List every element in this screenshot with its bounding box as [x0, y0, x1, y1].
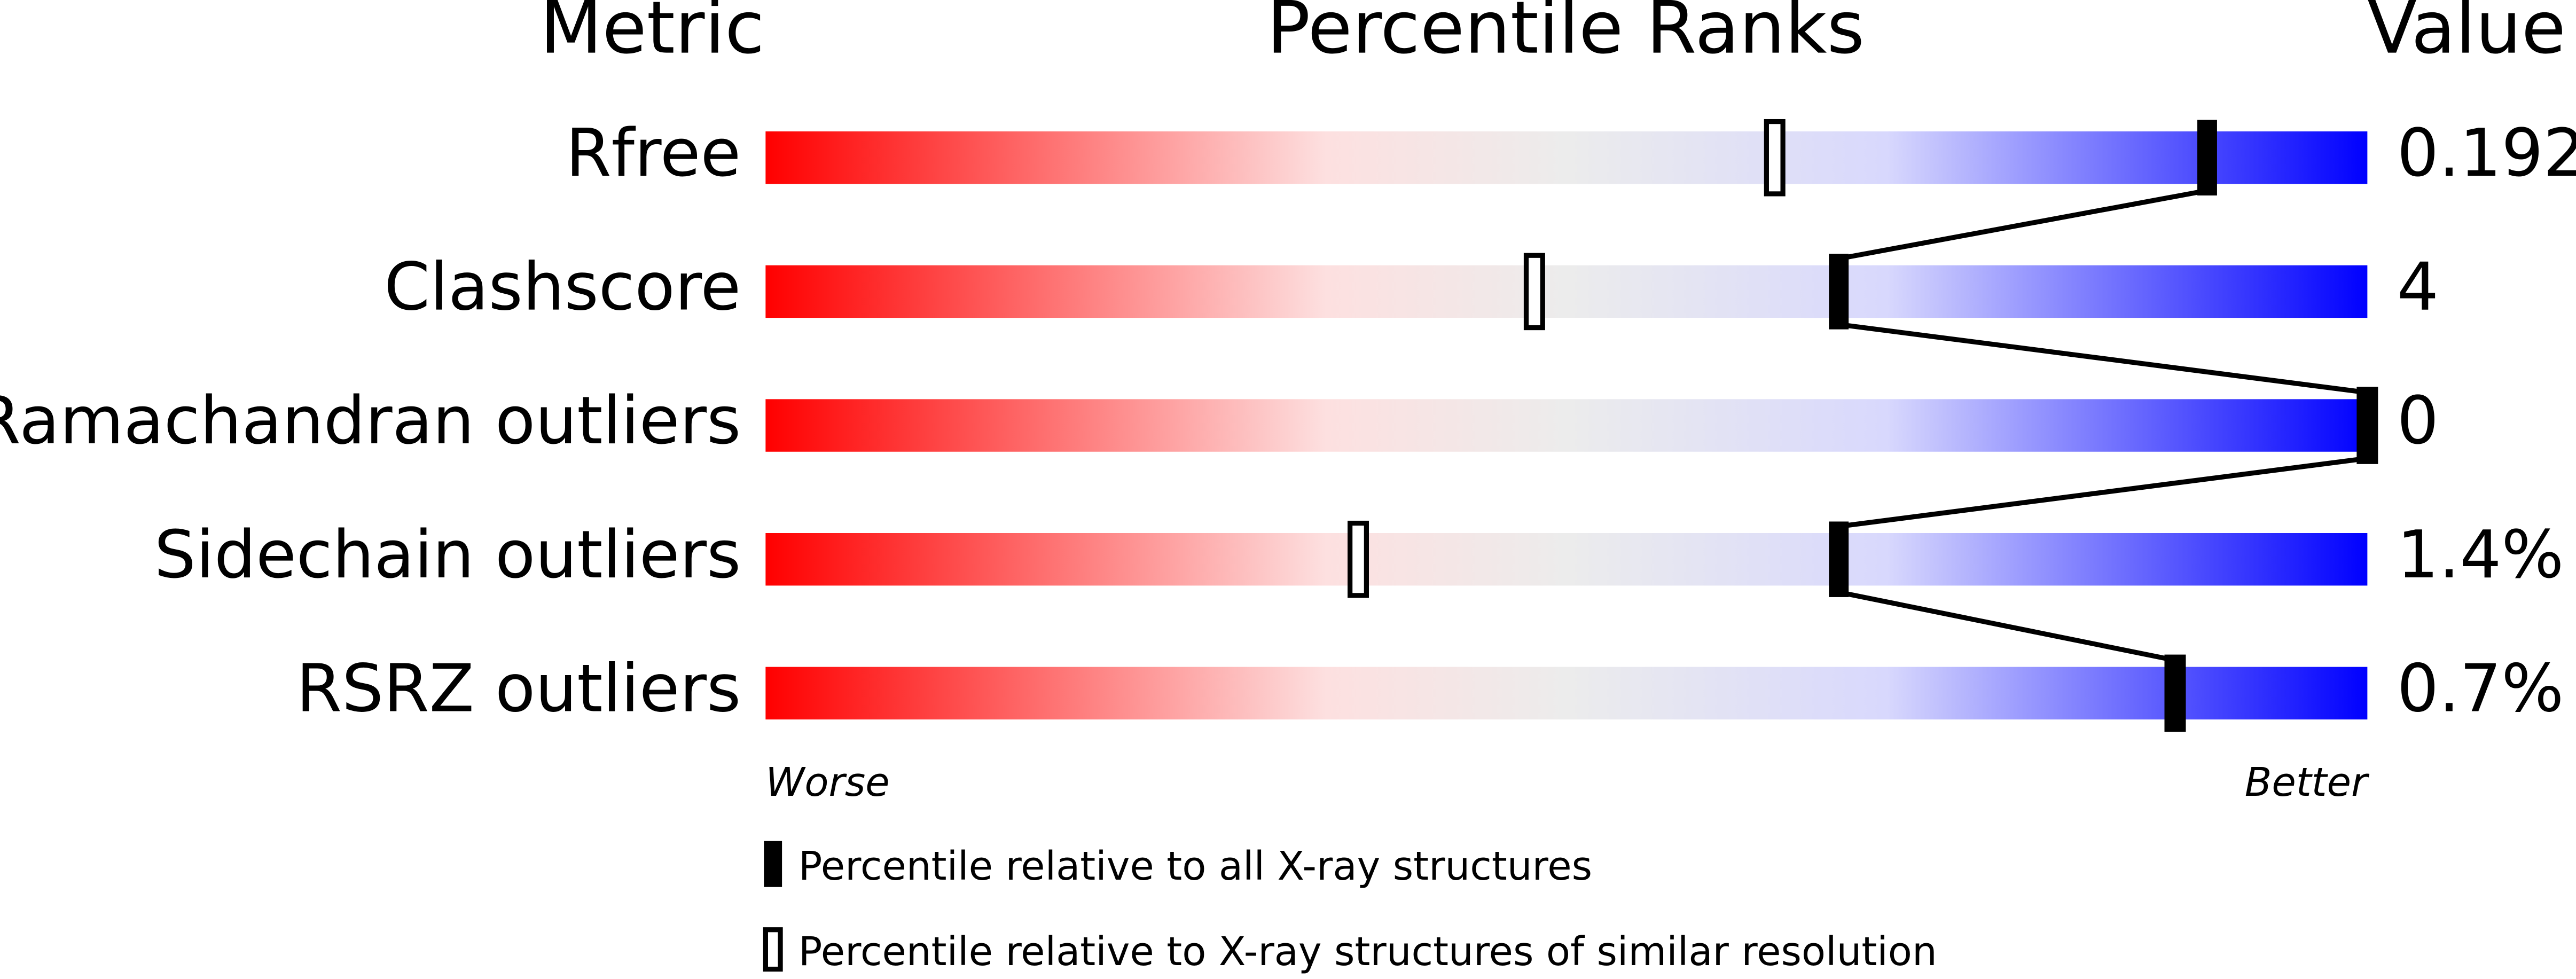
metric-label: Clashscore	[384, 249, 741, 326]
connector	[1838, 322, 2368, 395]
percentile-bar	[765, 399, 2368, 452]
legend-label: Percentile relative to X-ray structures …	[798, 929, 1937, 975]
marker-all	[1829, 254, 1849, 330]
worse-label: Worse	[765, 759, 889, 805]
metric-value: 0.7%	[2397, 651, 2564, 727]
legend-label: Percentile relative to all X-ray structu…	[798, 843, 1592, 889]
metric-value: 4	[2397, 249, 2439, 326]
header-percentile: Percentile Ranks	[1267, 0, 1865, 70]
marker-all	[2165, 655, 2185, 731]
marker-all	[2197, 120, 2217, 195]
marker-similar	[1348, 520, 1369, 598]
percentile-bar	[765, 533, 2368, 586]
header-value: Value	[2367, 0, 2566, 70]
metric-label: Sidechain outliers	[154, 517, 741, 593]
percentile-bar	[765, 667, 2368, 720]
metric-label: RSRZ outliers	[296, 651, 741, 727]
metric-value: 0	[2397, 383, 2439, 459]
marker-similar	[1764, 119, 1786, 197]
metric-value: 0.192	[2397, 115, 2576, 192]
metric-label: Rfree	[566, 115, 741, 192]
legend-icon-all	[764, 841, 782, 887]
connector	[1838, 456, 2368, 529]
marker-all	[2357, 387, 2377, 464]
metric-label: Ramachandran outliers	[0, 383, 741, 459]
marker-all	[1829, 521, 1849, 597]
better-label: Better	[2245, 759, 2370, 805]
marker-similar	[1523, 253, 1545, 331]
connector	[1838, 590, 2176, 663]
connector	[1838, 188, 2208, 261]
metric-value: 1.4%	[2397, 517, 2564, 593]
header-metric: Metric	[540, 0, 765, 70]
percentile-bar	[765, 265, 2368, 318]
legend-icon-similar	[763, 927, 783, 972]
percentile-bar	[765, 131, 2368, 184]
